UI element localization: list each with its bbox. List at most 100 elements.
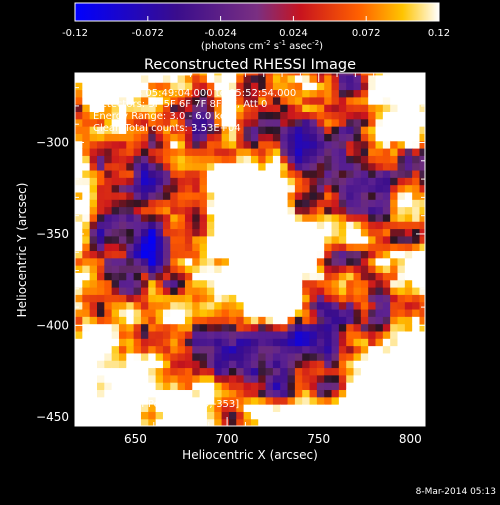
heatmap-cell [192,73,201,76]
heatmap-cell [82,382,91,391]
heatmap-cell [75,279,83,288]
heatmap-cell [177,279,186,288]
heatmap-cell [375,352,384,361]
heatmap-cell [353,162,362,171]
heatmap-cell [294,374,303,383]
heatmap-cell [419,404,425,412]
heatmap-cell [382,404,391,412]
heatmap-cell [412,367,421,376]
heatmap-cell [404,140,413,149]
heatmap-cell [397,111,406,120]
heatmap-cell [412,396,421,405]
heatmap-cell [324,228,333,237]
heatmap-cell [221,352,230,361]
heatmap-cell [338,294,347,303]
heatmap-cell [162,133,171,142]
heatmap-cell [192,294,201,303]
heatmap-cell [360,301,369,310]
heatmap-cell [236,396,245,405]
heatmap-cell [346,147,355,156]
heatmap-cell [265,294,274,303]
heatmap-cell [243,411,252,420]
heatmap-cell [155,323,164,332]
heatmap-cell [375,265,384,273]
heatmap-cell [148,396,157,405]
heatmap-cell [184,177,193,186]
heatmap-cell [192,345,201,354]
heatmap-cell [272,89,281,98]
heatmap-cell [390,213,399,222]
heatmap-cell [236,206,245,215]
heatmap-cell [221,316,230,325]
heatmap-cell [397,250,406,259]
heatmap-cell [390,250,399,259]
heatmap-cell [265,74,274,83]
heatmap-cell [375,374,384,383]
heatmap-cell [294,243,303,252]
heatmap-cell [404,301,413,310]
heatmap-cell [265,235,274,244]
heatmap-cell [126,213,135,222]
heatmap-cell [272,250,281,259]
heatmap-cell [192,169,201,178]
heatmap-cell [118,155,127,164]
heatmap-cell [118,323,127,332]
heatmap-cell [360,411,369,420]
heatmap-cell [287,228,296,237]
heatmap-cell [302,374,311,383]
heatmap-cell [118,96,127,105]
heatmap-cell [148,404,157,412]
heatmap-cell [280,162,289,171]
heatmap-cell [272,140,281,149]
heatmap-cell [214,169,223,178]
heatmap-cell [404,250,413,259]
heatmap-cell [177,257,186,266]
heatmap-cell [368,221,377,230]
heatmap-cell [265,126,274,134]
heatmap-cell [404,213,413,222]
heatmap-cell [280,382,289,391]
heatmap-cell [280,286,289,295]
heatmap-cell [221,360,230,369]
heatmap-cell [170,104,179,113]
heatmap-cell [177,352,186,361]
heatmap-cell [243,389,252,398]
heatmap-cell [412,147,421,156]
heatmap-cell [280,389,289,398]
heatmap-cell [192,404,201,412]
heatmap-cell [206,367,215,376]
heatmap-cell [192,177,201,186]
heatmap-cell [287,257,296,266]
heatmap-cell [265,272,274,281]
heatmap-cell [302,111,311,120]
heatmap-cell [118,82,127,91]
heatmap-cell [287,243,296,252]
heatmap-cell [111,206,120,215]
heatmap-cell [302,301,311,310]
heatmap-cell [133,184,142,193]
heatmap-cell [111,257,120,266]
heatmap-cell [155,126,164,134]
heatmap-cell [214,228,223,237]
heatmap-cell [75,411,83,420]
heatmap-cell [309,294,318,303]
heatmap-cell [206,382,215,391]
heatmap-cell [324,308,333,317]
heatmap-cell [192,382,201,391]
heatmap-cell [177,338,186,347]
heatmap-cell [214,235,223,244]
heatmap-cell [412,199,421,208]
heatmap-cell [214,272,223,281]
heatmap-cell [228,389,237,398]
heatmap-cell [346,73,355,76]
heatmap-cell [192,360,201,369]
heatmap-cell [397,126,406,134]
heatmap-cell [155,374,164,383]
heatmap-cell [265,162,274,171]
heatmap-cell [126,308,135,317]
heatmap-cell [265,308,274,317]
heatmap-cell [162,199,171,208]
heatmap-cell [302,162,311,171]
heatmap-cell [126,162,135,171]
colorbar-tick-label: -0.024 [204,28,236,39]
